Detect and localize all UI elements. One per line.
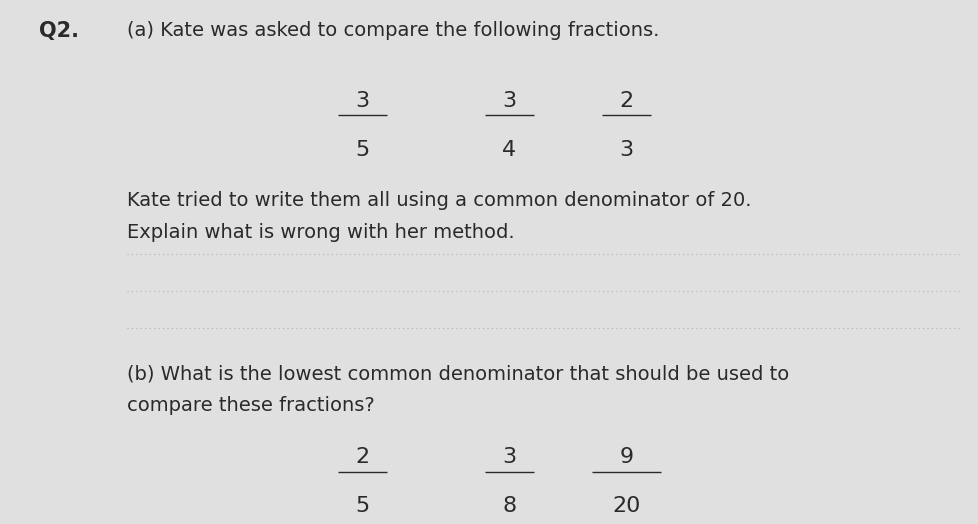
Text: compare these fractions?: compare these fractions? [127,396,375,414]
Text: 3: 3 [619,140,633,160]
Text: Explain what is wrong with her method.: Explain what is wrong with her method. [127,223,514,242]
Text: 20: 20 [612,496,640,516]
Text: (a) Kate was asked to compare the following fractions.: (a) Kate was asked to compare the follow… [127,21,659,40]
Text: 4: 4 [502,140,515,160]
Text: 3: 3 [502,447,515,467]
Text: 3: 3 [355,91,369,111]
Text: 9: 9 [619,447,633,467]
Text: 5: 5 [355,496,369,516]
Text: 5: 5 [355,140,369,160]
Text: (b) What is the lowest common denominator that should be used to: (b) What is the lowest common denominato… [127,364,788,383]
Text: 3: 3 [502,91,515,111]
Text: Q2.: Q2. [39,21,79,41]
Text: 2: 2 [619,91,633,111]
Text: 8: 8 [502,496,515,516]
Text: 2: 2 [355,447,369,467]
Text: Kate tried to write them all using a common denominator of 20.: Kate tried to write them all using a com… [127,191,751,210]
